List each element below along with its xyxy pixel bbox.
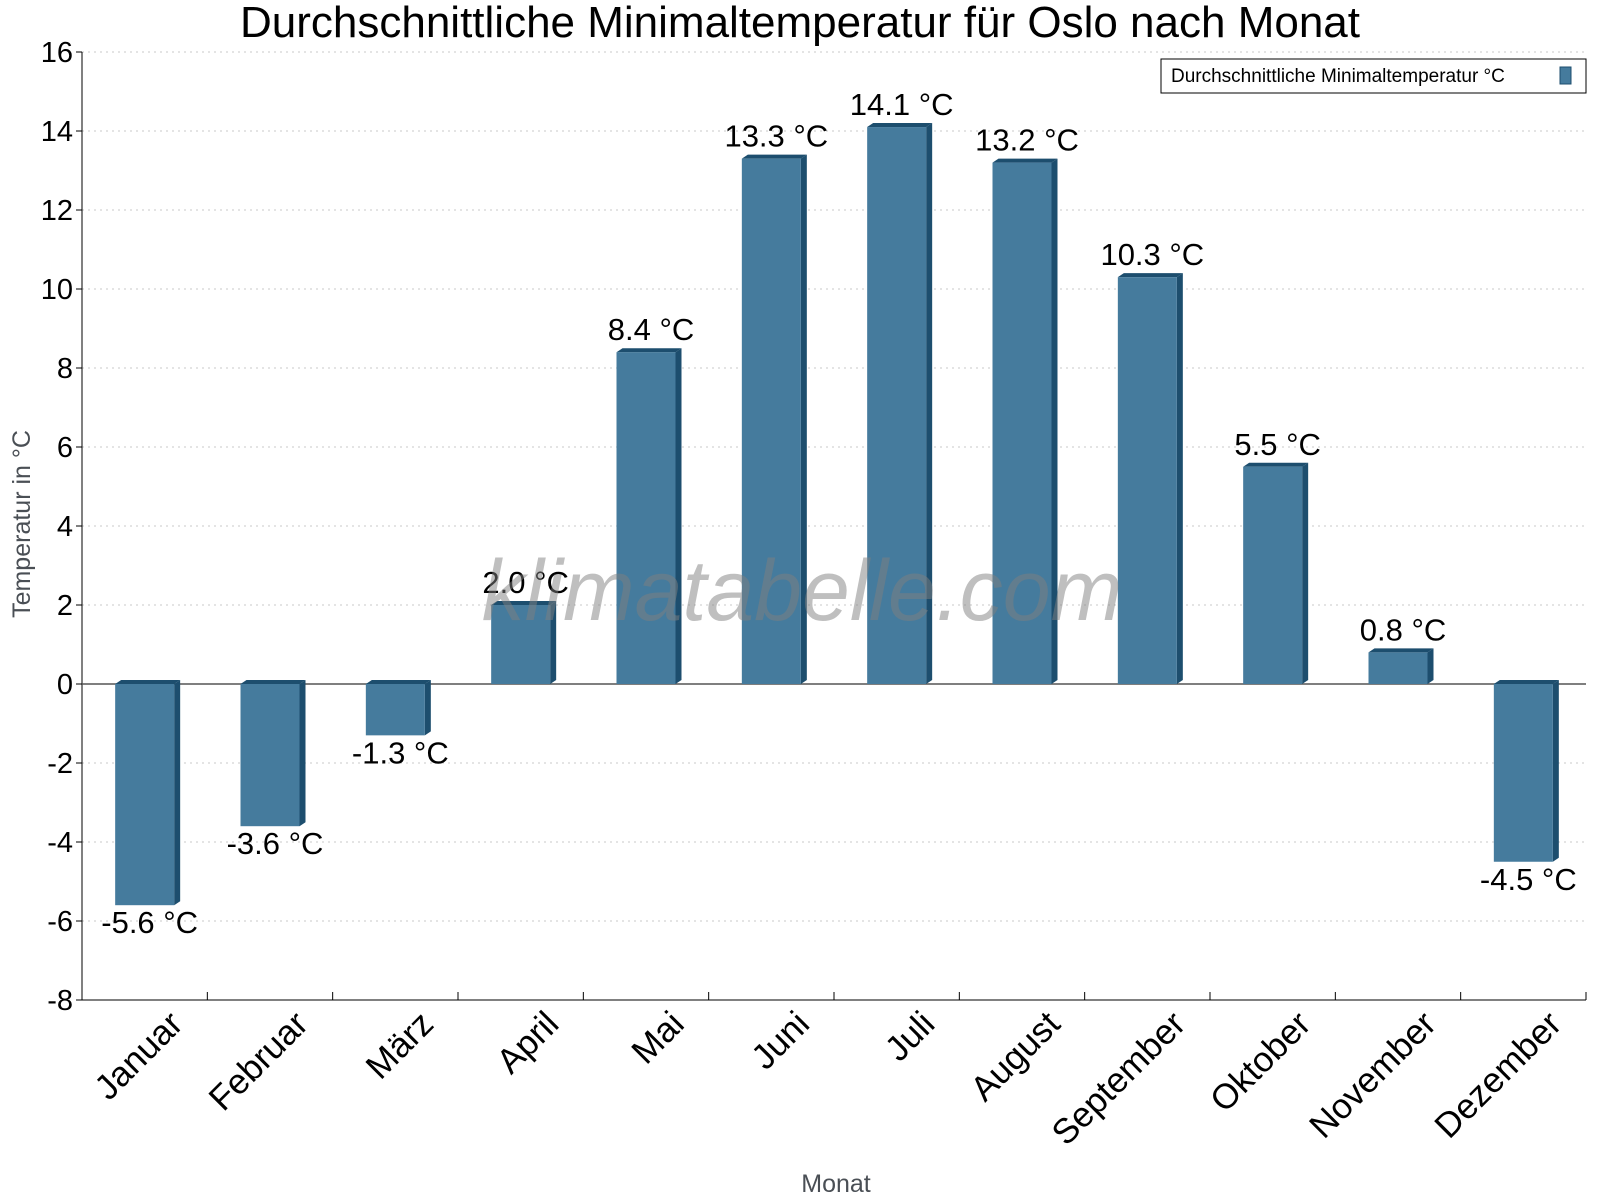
legend-swatch [1559, 66, 1572, 85]
data-label: -5.6 °C [101, 905, 198, 940]
x-tick-label: Januar [87, 1004, 190, 1107]
bar [867, 127, 927, 685]
y-tick-label: 6 [57, 432, 73, 464]
y-tick-label: 2 [57, 590, 73, 622]
bar [1493, 684, 1553, 862]
bar [240, 684, 300, 827]
x-tick-label: August [963, 1004, 1068, 1109]
data-label: -1.3 °C [352, 735, 449, 770]
bar-side [675, 348, 682, 684]
y-tick-label: 8 [57, 353, 73, 385]
x-tick-label: März [358, 1004, 441, 1087]
y-tick-label: -6 [47, 906, 73, 938]
x-tick-label: Juli [878, 1004, 943, 1069]
bar-top [867, 123, 933, 128]
x-tick-label: April [489, 1004, 566, 1081]
bar-top [115, 680, 181, 684]
bar-top [1243, 462, 1309, 467]
bar-side [174, 680, 181, 906]
y-tick-label: -8 [47, 985, 73, 1017]
x-tick-label: Juni [744, 1004, 817, 1077]
data-label: 2.0 °C [482, 565, 569, 600]
legend: Durchschnittliche Minimaltemperatur °C [1160, 58, 1587, 94]
bar-side [800, 154, 807, 684]
x-tick-label: Februar [201, 1004, 315, 1118]
y-tick-label: 16 [41, 37, 73, 69]
data-labels: -5.6 °C -3.6 °C -1.3 °C 2.0 °C 8.4 °C 13.3 °C… [101, 87, 1576, 940]
bar-side [1302, 462, 1309, 684]
data-label: 13.2 °C [975, 123, 1079, 158]
data-label: -4.5 °C [1480, 862, 1577, 897]
bar-top [491, 601, 557, 605]
x-tick-label: November [1302, 1004, 1444, 1146]
data-label: 10.3 °C [1100, 237, 1204, 272]
bar-side [299, 680, 306, 827]
y-tick-label: 10 [41, 274, 73, 306]
data-label: 14.1 °C [850, 87, 954, 122]
bar-top [616, 348, 682, 353]
bar [1117, 277, 1177, 684]
y-tick-label: 0 [57, 669, 73, 701]
bar [1368, 652, 1428, 684]
y-tick-label: -2 [47, 748, 73, 780]
bar [741, 158, 801, 684]
bar-side [424, 680, 431, 736]
bars [115, 123, 1559, 906]
y-tick-label: -4 [47, 827, 73, 859]
y-tick-label: 14 [41, 116, 73, 148]
y-tick-label: 4 [57, 511, 73, 543]
bar [1243, 466, 1303, 684]
x-tick-label: Oktober [1203, 1004, 1319, 1120]
bar [115, 684, 175, 906]
x-tick-label: Dezember [1427, 1004, 1569, 1146]
bar-side [1552, 680, 1559, 862]
bar-top [741, 154, 807, 159]
bar [992, 162, 1052, 685]
data-label: 5.5 °C [1234, 427, 1321, 462]
bar-top [240, 680, 306, 684]
data-label: 8.4 °C [608, 312, 695, 347]
bar-top [1493, 680, 1559, 684]
bar [616, 352, 676, 684]
bar-top [365, 680, 431, 684]
legend-box [1160, 58, 1587, 94]
bar-side [926, 123, 933, 685]
bar-top [1368, 648, 1434, 653]
legend-label: Durchschnittliche Minimaltemperatur °C [1171, 66, 1505, 87]
y-tick-label: 12 [41, 195, 73, 227]
bar-top [1117, 273, 1183, 278]
data-label: 13.3 °C [724, 119, 828, 154]
data-label: -3.6 °C [227, 826, 324, 861]
x-tick-label: Mai [624, 1004, 691, 1071]
x-axis-label: Monat [801, 1170, 871, 1198]
bar [491, 605, 551, 684]
bar-top [992, 158, 1058, 163]
chart-title: Durchschnittliche Minimaltemperatur für … [240, 0, 1360, 47]
bar-side [550, 601, 557, 684]
y-axis-label: Temperatur in °C [8, 430, 36, 618]
x-tick-label: September [1044, 1004, 1193, 1153]
bar-side [1427, 648, 1434, 684]
watermark: klimatabelle.com [482, 543, 1122, 639]
bar-side [1176, 273, 1183, 684]
bar [365, 684, 425, 736]
bar-side [1051, 158, 1058, 685]
data-label: 0.8 °C [1360, 612, 1447, 647]
